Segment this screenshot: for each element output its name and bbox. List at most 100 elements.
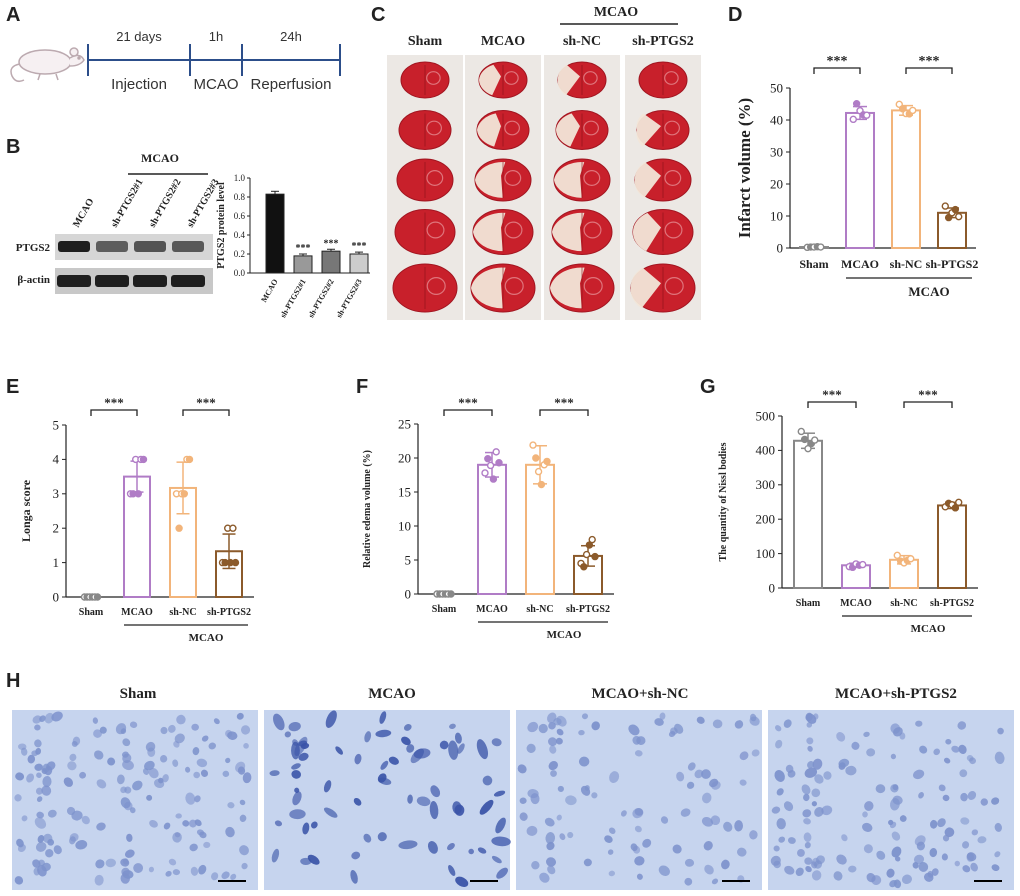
neuron-cell bbox=[841, 834, 848, 842]
neuron-cell bbox=[194, 795, 201, 803]
neuron-cell bbox=[71, 810, 83, 821]
neuron-cell bbox=[38, 859, 45, 866]
significance-bracket bbox=[443, 409, 493, 416]
x-tick-label: sh-NC bbox=[890, 257, 923, 271]
neuron-cell bbox=[673, 723, 684, 734]
neuron-cell bbox=[548, 737, 557, 747]
neuron-cell bbox=[67, 761, 77, 771]
neuron-cell bbox=[892, 795, 903, 805]
y-tick-label: 0.8 bbox=[234, 192, 246, 202]
neuron-cell bbox=[37, 834, 45, 843]
ttc-col-shnc: sh-NC bbox=[563, 34, 601, 49]
neuron-cell bbox=[323, 807, 338, 818]
neuron-cell bbox=[519, 797, 527, 804]
neuron-cell bbox=[797, 848, 805, 857]
neuron-cell bbox=[994, 822, 1002, 832]
neuron-cell bbox=[448, 865, 456, 876]
neuron-cell bbox=[803, 818, 811, 825]
panel-d-chart: 0 10 20 30 40 50 Infarct volume (%) Sham MCAO sh-… bbox=[735, 54, 978, 299]
neuron-cell bbox=[851, 741, 860, 750]
neuron-cell bbox=[807, 745, 813, 752]
neuron-cell bbox=[994, 751, 1005, 765]
data-point bbox=[543, 457, 551, 466]
neuron-cell bbox=[230, 873, 237, 880]
neuron-cell bbox=[163, 822, 171, 830]
neuron-cell bbox=[201, 735, 209, 742]
neuron-cell bbox=[47, 838, 55, 846]
data-point bbox=[898, 105, 907, 113]
nissl-title-shptgs2: MCAO+sh-PTGS2 bbox=[835, 686, 957, 702]
neuron-cell bbox=[918, 861, 929, 872]
neuron-cell bbox=[581, 713, 589, 720]
y-tick-label: 0.2 bbox=[234, 249, 245, 259]
neuron-cell bbox=[584, 785, 590, 791]
neuron-cell bbox=[775, 739, 783, 749]
y-tick-label: 25 bbox=[398, 416, 411, 431]
data-point bbox=[139, 455, 148, 464]
neuron-cell bbox=[958, 744, 967, 755]
significance-bracket bbox=[539, 409, 589, 416]
neuron-cell bbox=[971, 829, 979, 836]
neuron-cell bbox=[107, 757, 116, 766]
neuron-cell bbox=[876, 850, 886, 860]
neuron-cell bbox=[550, 770, 557, 777]
neuron-cell bbox=[749, 830, 758, 840]
neuron-cell bbox=[547, 865, 556, 875]
neuron-cell bbox=[94, 750, 104, 760]
neuron-cell bbox=[866, 873, 876, 883]
neuron-cell bbox=[45, 849, 54, 858]
neuron-cell bbox=[95, 859, 105, 869]
neuron-cell bbox=[416, 796, 431, 807]
data-point bbox=[484, 454, 492, 463]
blot-band-actin bbox=[57, 275, 91, 287]
neuron-cell bbox=[364, 731, 372, 743]
neuron-cell bbox=[802, 809, 812, 818]
neuron-cell bbox=[196, 829, 205, 836]
neuron-cell bbox=[848, 865, 857, 873]
neuron-cell bbox=[47, 809, 57, 818]
y-tick-label: 0 bbox=[777, 240, 784, 255]
data-point bbox=[185, 455, 194, 464]
neuron-cell bbox=[36, 796, 43, 802]
data-point bbox=[859, 560, 867, 569]
neuron-cell bbox=[190, 866, 199, 876]
neuron-cell bbox=[630, 843, 638, 852]
y-tick-label: 3 bbox=[53, 486, 60, 501]
neuron-cell bbox=[235, 761, 246, 773]
neuron-cell bbox=[493, 790, 506, 797]
neuron-cell bbox=[806, 737, 814, 745]
neuron-cell bbox=[182, 820, 190, 827]
neuron-cell bbox=[680, 808, 691, 817]
neuron-cell bbox=[997, 727, 1004, 735]
neuron-cell bbox=[805, 712, 813, 722]
neuron-cell bbox=[931, 868, 939, 876]
neuron-cell bbox=[519, 812, 528, 821]
blot-band-actin bbox=[133, 275, 167, 287]
neuron-cell bbox=[815, 855, 825, 865]
neuron-cell bbox=[398, 840, 418, 850]
neuron-cell bbox=[546, 841, 555, 851]
neuron-cell bbox=[937, 818, 946, 828]
neuron-cell bbox=[41, 785, 52, 796]
neuron-cell bbox=[734, 720, 744, 729]
neuron-cell bbox=[634, 856, 645, 866]
neuron-cell bbox=[845, 765, 857, 776]
neuron-cell bbox=[175, 813, 182, 819]
significance-bracket bbox=[903, 401, 953, 408]
data-point bbox=[229, 524, 237, 532]
neuron-cell bbox=[966, 852, 977, 862]
neuron-cell bbox=[273, 713, 285, 731]
neuron-cell bbox=[227, 802, 235, 809]
neuron-cell bbox=[838, 758, 850, 768]
neuron-cell bbox=[94, 874, 104, 886]
data-point bbox=[811, 436, 819, 444]
phase-injection: Injection bbox=[111, 76, 167, 93]
neuron-cell bbox=[32, 715, 42, 724]
neuron-cell bbox=[530, 793, 540, 805]
neuron-cell bbox=[919, 745, 928, 754]
neuron-cell bbox=[242, 772, 252, 784]
neuron-cell bbox=[944, 827, 955, 838]
neuron-cell bbox=[634, 750, 643, 757]
significance-marker: *** bbox=[296, 243, 311, 254]
neuron-cell bbox=[787, 770, 796, 778]
